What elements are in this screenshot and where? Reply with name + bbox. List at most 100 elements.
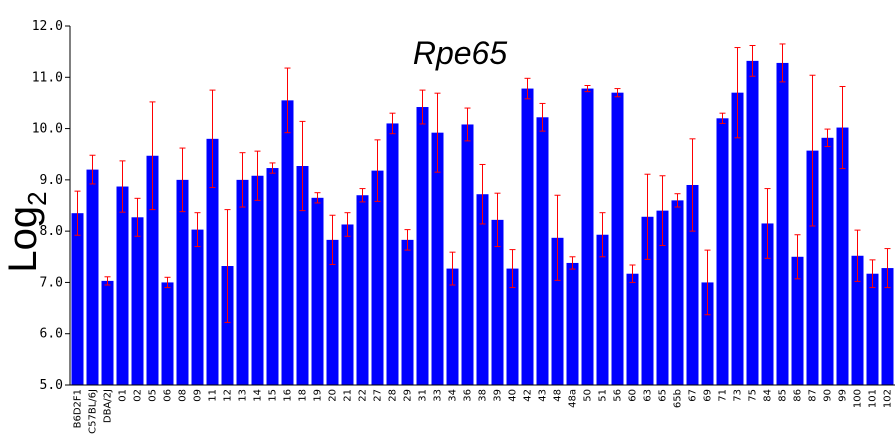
x-tick-label: 84 [763,389,774,402]
bar-27 [371,170,384,385]
bar-22 [356,195,369,385]
error-bar-73 [734,47,741,139]
error-bar-13 [239,152,246,208]
x-tick-label: 15 [268,389,279,402]
y-axis-label-subscript: 2 [22,191,52,205]
x-tick-label: 75 [748,389,759,402]
error-bar-90 [824,128,831,148]
error-bar-39 [494,192,501,248]
x-tick-label: 56 [613,389,624,402]
bar-06 [161,282,174,385]
error-bar-34 [449,251,456,286]
bar-87 [806,150,819,385]
bar-90 [821,137,834,385]
x-tick-label: 22 [358,389,369,402]
bar-60 [626,273,639,385]
bar-67 [686,184,699,385]
error-bar-27 [374,139,381,202]
error-bar-22 [359,188,366,203]
error-bar-01 [119,160,126,213]
error-bar-65b [674,193,681,208]
x-tick-label: C57BL/6J [88,389,99,434]
bar-08 [176,179,189,385]
x-tick-label: 40 [508,389,519,402]
y-axis-ticks: 5.0 6.0 7.0 8.0 9.0 10.0 11.0 12.0 [32,19,70,393]
error-bar-19 [314,192,321,204]
error-bar-05 [149,101,156,211]
error-bar-75 [749,44,756,77]
x-tick-label: 20 [328,389,339,402]
bar-20 [326,239,339,385]
bar-19 [311,197,324,385]
error-bar-69 [704,249,711,316]
x-tick-label: 01 [118,389,129,402]
error-bar-102 [884,248,891,289]
error-bar-48 [554,194,561,281]
y-axis-label: Log2 [1,191,52,272]
svg-text:Log2: Log2 [1,191,52,272]
error-bar-02 [134,197,141,237]
bar-85 [776,62,789,386]
error-bar-B6D2F1 [74,190,81,236]
bar-B6D2F1 [71,213,84,385]
x-tick-label: 31 [418,389,429,402]
x-tick-label: 34 [448,389,459,402]
error-bar-38 [479,163,486,225]
x-tick-label: 05 [148,389,159,402]
bar-series [71,60,894,386]
bar-33 [431,132,444,385]
bar-13 [236,179,249,385]
error-bar-11 [209,89,216,189]
bar-29 [401,239,414,385]
bar-38 [476,194,489,385]
bar-71 [716,118,729,385]
error-bar-101 [869,259,876,289]
x-tick-label: 38 [478,389,489,402]
error-bar-18 [299,120,306,212]
bar-65b [671,200,684,385]
x-tick-label: 73 [733,389,744,402]
error-bar-65 [659,175,666,247]
bar-09 [191,229,204,385]
error-bar-15 [269,162,276,174]
x-tick-label: 28 [388,389,399,402]
bar-63 [641,216,654,385]
x-axis-ticks: B6D2F1 C57BL/6J DBA/2J 01 02 05 06 08 09 11 12 13 14… [73,389,894,434]
bar-48 [551,237,564,385]
x-tick-label: 21 [343,389,354,402]
y-tick-label: 12.0 [32,19,63,34]
x-tick-label: 85 [778,389,789,402]
bar-73 [731,92,744,386]
error-bar-36 [464,107,471,142]
bar-48a [566,262,579,385]
x-tick-label: 48a [568,389,579,408]
x-tick-label: 100 [853,389,864,408]
x-tick-label: 50 [583,389,594,402]
error-bar-60 [629,264,636,283]
bar-69 [701,282,714,385]
bar-28 [386,123,399,385]
error-bar-87 [809,74,816,227]
error-bar-C57BL/6J [89,154,96,185]
y-tick-label: 6.0 [40,327,63,342]
bar-50 [581,88,594,385]
error-bar-31 [419,89,426,125]
x-tick-label: 36 [463,389,474,402]
x-tick-label: 42 [523,389,534,402]
x-tick-label: 60 [628,389,639,402]
x-tick-label: 18 [298,389,309,402]
bar-51 [596,234,609,385]
bar-101 [866,273,879,385]
error-bar-56 [614,88,621,98]
x-tick-label: 16 [283,389,294,402]
bar-05 [146,155,159,385]
error-bar-71 [719,112,726,124]
bar-84 [761,223,774,385]
bar-C57BL/6J [86,169,99,385]
x-tick-label: 71 [718,389,729,402]
error-bar-85 [779,43,786,83]
x-tick-label: 69 [703,389,714,402]
bar-86 [791,256,804,385]
